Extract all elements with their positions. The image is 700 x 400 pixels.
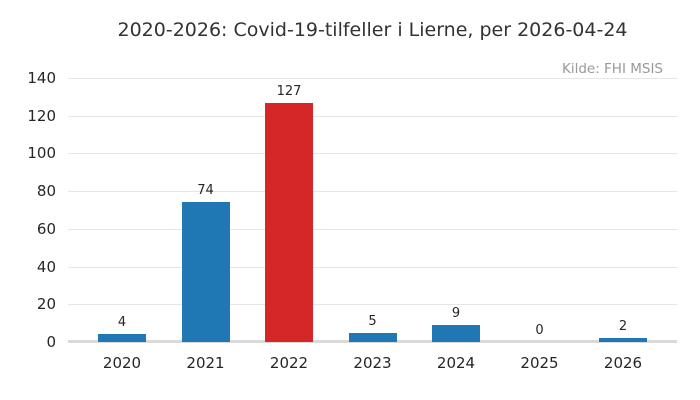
y-axis-tick-label: 120 xyxy=(27,106,56,125)
bar-value-label: 127 xyxy=(276,83,302,99)
bar-2026 xyxy=(599,338,647,342)
gridline xyxy=(68,191,677,193)
chart-title: 2020-2026: Covid-19-tilfeller i Lierne, … xyxy=(117,19,628,41)
x-axis-tick-label: 2026 xyxy=(603,354,643,372)
gridline xyxy=(68,304,677,306)
x-axis-tick-label: 2021 xyxy=(186,354,225,372)
y-axis-tick-label: 0 xyxy=(46,333,56,351)
gridline xyxy=(68,266,677,268)
plot-area: 4 74 127 5 9 0 2 xyxy=(68,78,677,343)
bar-2021 xyxy=(181,202,230,342)
bar-value-label: 0 xyxy=(535,323,544,338)
bar-2024 xyxy=(432,325,480,342)
gridline xyxy=(68,153,677,155)
y-axis-tick-label: 100 xyxy=(27,144,56,163)
x-axis-tick-label: 2023 xyxy=(353,354,392,372)
bar-value-label: 74 xyxy=(197,183,214,199)
y-axis-tick-label: 80 xyxy=(36,182,56,201)
x-axis-tick-label: 2025 xyxy=(520,354,559,372)
y-axis-tick-label: 140 xyxy=(27,69,56,87)
bar-value-label: 2 xyxy=(618,319,628,335)
bar-value-label: 4 xyxy=(117,315,127,331)
gridline xyxy=(68,228,677,230)
x-axis-tick-label: 2022 xyxy=(269,354,309,372)
bar-value-label: 9 xyxy=(451,306,461,322)
bar-2023 xyxy=(348,332,397,342)
bar-value-label: 5 xyxy=(368,313,377,329)
x-axis-tick-label: 2024 xyxy=(436,354,476,372)
source-label: Kilde: FHI MSIS xyxy=(561,61,663,77)
bar-2020 xyxy=(98,334,146,342)
gridline xyxy=(68,115,677,117)
bar-2022 xyxy=(265,102,313,342)
y-axis-tick-label: 20 xyxy=(36,295,56,314)
y-axis-tick-label: 40 xyxy=(36,257,56,276)
y-axis-tick-label: 60 xyxy=(36,219,56,238)
gridline xyxy=(68,78,677,79)
x-axis-tick-label: 2020 xyxy=(102,354,142,372)
